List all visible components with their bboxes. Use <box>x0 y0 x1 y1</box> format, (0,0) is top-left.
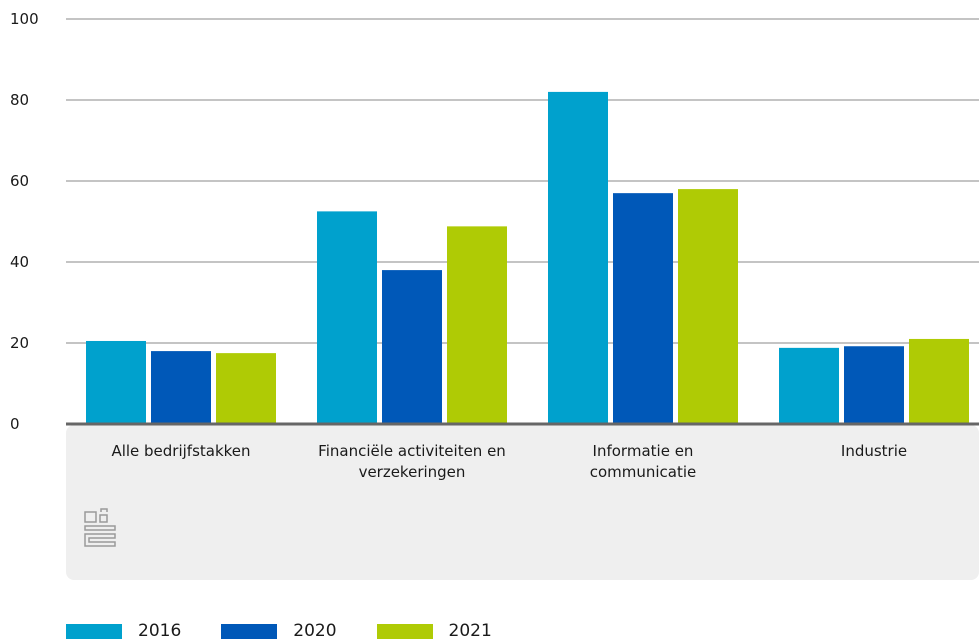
y-tick-label: 80 <box>10 91 29 109</box>
category-label: Alle bedrijfstakken <box>111 442 250 460</box>
category-labels: Alle bedrijfstakken Financiële activiteit… <box>111 442 907 481</box>
category-label: Informatie en communicatie <box>590 442 697 481</box>
bar-2020-1 <box>382 270 442 424</box>
y-tick-label: 40 <box>10 253 29 271</box>
bar-2021-2 <box>678 189 738 424</box>
bar-2020-2 <box>613 193 673 424</box>
category-label-line: verzekeringen <box>359 463 466 481</box>
legend-label-2021: 2021 <box>448 621 492 641</box>
legend-swatch-2021 <box>376 623 433 639</box>
bar-2021-0 <box>216 353 276 424</box>
category-label-line: communicatie <box>590 463 697 481</box>
bar-2021-3 <box>909 338 969 424</box>
category-label: Industrie <box>841 442 907 460</box>
legend-swatch-2016 <box>66 623 122 639</box>
bar-2020-3 <box>844 346 904 424</box>
y-tick-label: 0 <box>10 415 20 433</box>
gridlines <box>66 18 979 344</box>
category-label: Financiële activiteiten en verzekeringen <box>318 442 506 481</box>
bar-2021-1 <box>447 226 507 424</box>
bar-2016-2 <box>548 91 608 425</box>
category-label-line: Financiële activiteiten en <box>318 442 506 460</box>
legend-label-2016: 2016 <box>138 621 182 641</box>
cbs-logo-icon <box>84 508 116 547</box>
category-panel <box>66 425 979 580</box>
legend-swatch-2020 <box>221 623 278 639</box>
legend-item-2016: 2016 <box>66 621 181 641</box>
category-label-line: Alle bedrijfstakken <box>111 442 250 460</box>
category-label-line: Industrie <box>841 442 907 460</box>
legend: 2016 2020 2021 <box>66 620 532 642</box>
category-label-line: Informatie en <box>593 442 694 460</box>
y-tick-label: 60 <box>10 172 29 190</box>
bar-2016-0 <box>86 340 146 424</box>
legend-item-2021: 2021 <box>376 621 492 641</box>
bars <box>86 91 969 425</box>
y-tick-label: 100 <box>10 10 39 28</box>
bar-2016-3 <box>779 347 839 424</box>
y-axis-ticks: 0 20 40 60 80 100 <box>10 10 39 433</box>
y-tick-label: 20 <box>10 334 29 352</box>
bar-2020-0 <box>151 351 211 424</box>
bar-chart: 0 20 40 60 80 100 Alle bedrijfstakken Financië… <box>10 10 979 580</box>
bar-2016-1 <box>317 211 377 424</box>
legend-item-2020: 2020 <box>221 621 337 641</box>
legend-label-2020: 2020 <box>293 621 337 641</box>
